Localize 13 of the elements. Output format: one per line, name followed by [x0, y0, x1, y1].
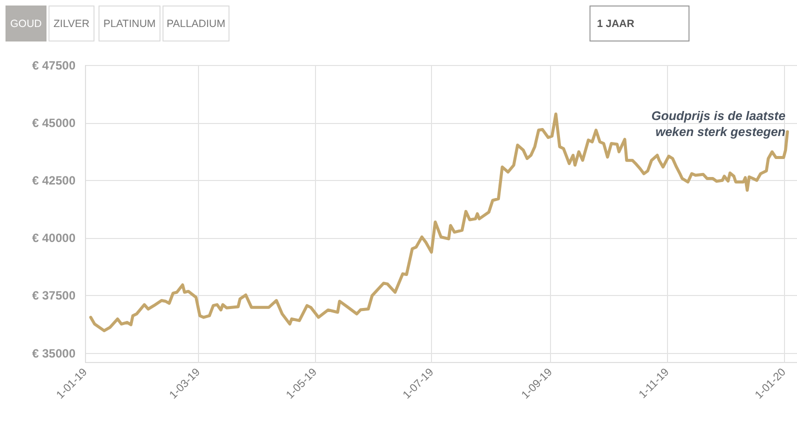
text: GOUD — [10, 18, 42, 30]
y-tick-label: € 40000 — [32, 231, 76, 246]
y-tick-label: € 42500 — [32, 174, 76, 188]
line-series — [89, 112, 789, 332]
y-tick-label: € 37500 — [32, 288, 76, 303]
text: PLATINUM — [103, 18, 156, 30]
text: 1 JAAR — [597, 18, 635, 30]
y-tick-label: € 35000 — [32, 346, 76, 360]
y-tick-label: € 47500 — [32, 58, 76, 72]
text: PALLADIUM — [166, 18, 226, 30]
text: ZILVER — [54, 18, 90, 30]
y-tick-label: € 45000 — [32, 116, 76, 130]
annotation: Goudprijs is de laatste weken sterk gestegen — [651, 108, 786, 139]
